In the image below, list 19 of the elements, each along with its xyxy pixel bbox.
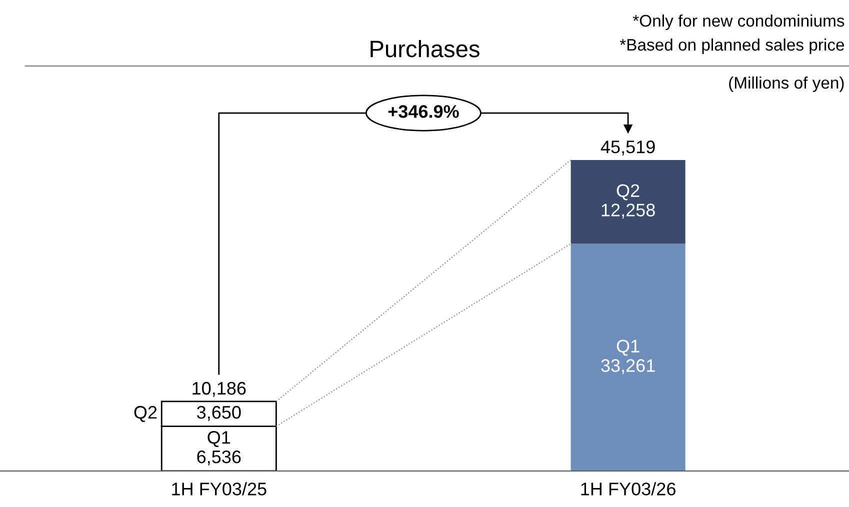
data-label: 12,258 <box>602 204 655 219</box>
data-label: 6,536 <box>197 450 241 466</box>
text: *Based on planned sales price <box>620 38 844 54</box>
x-tick-label: 1H FY03/25 <box>172 482 266 496</box>
data-label: 33,261 <box>601 359 655 374</box>
bar <box>570 244 686 471</box>
text: Q1 <box>616 340 640 356</box>
text: +346.9% <box>388 105 459 118</box>
data-label: 3,650 <box>197 406 241 421</box>
x-tick-label: 1H FY03/26 <box>581 482 676 496</box>
series-label: Q2 <box>134 406 157 422</box>
series-label: Q1 <box>208 431 230 448</box>
text: *Only for new condominiums <box>632 14 844 30</box>
total-label: 45,519 <box>600 140 655 156</box>
chart-title: Purchases <box>370 40 480 58</box>
text: Q2 <box>616 184 640 200</box>
bar <box>570 160 686 244</box>
total-label: 10,186 <box>192 382 246 397</box>
text: (Millions of yen) <box>729 76 844 92</box>
